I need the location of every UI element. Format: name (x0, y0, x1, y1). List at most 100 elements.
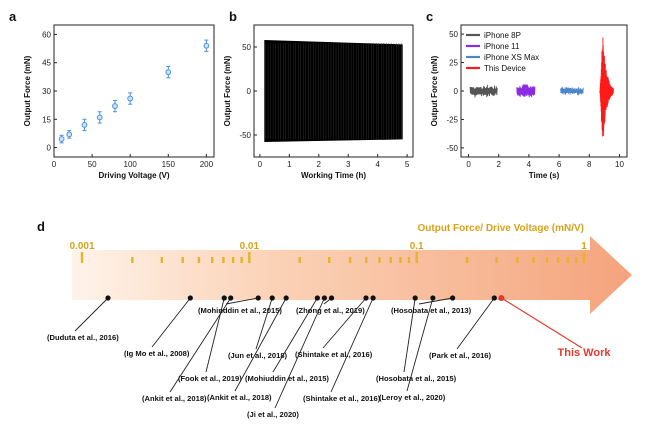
chart-d-minor-tick (327, 257, 331, 263)
chart-d-major-tick (80, 252, 84, 263)
chart-c-x-tick-label: 2 (497, 160, 502, 169)
chart-d: Output Force/ Drive Voltage (mN/V) 0.001 0… (47, 223, 611, 419)
chart-d-ref-label: (Zhong et al., 2019) (296, 306, 365, 315)
chart-d-minor-tick (556, 257, 560, 263)
chart-a-point (112, 103, 118, 109)
chart-a-x-tick-label: 50 (88, 160, 97, 169)
chart-b: 0 1 2 3 4 5 -50 0 50 Working Time (h) Output Force… (223, 24, 414, 180)
chart-c-legend-label: iPhone 8P (484, 31, 521, 40)
chart-d-major-tick (415, 252, 418, 263)
chart-a-point (96, 114, 103, 121)
chart-c: 0 2 4 6 8 10 -50 -25 0 25 50 Time (s) Output Force (… (430, 24, 628, 180)
chart-d-leader (418, 297, 453, 305)
chart-d-minor-tick (197, 257, 201, 263)
chart-b-x-tick-label: 3 (346, 160, 351, 169)
chart-a-point (81, 122, 88, 128)
chart-d-ref-label: (Ankit et al., 2018) (207, 393, 272, 402)
chart-c-y-tick-label: -50 (446, 144, 458, 153)
chart-d-point (491, 295, 497, 301)
chart-d-ref-label: (Hosobata et al., 2013) (391, 306, 472, 315)
chart-d-minor-tick (231, 257, 235, 263)
chart-b-x-tick-label: 0 (258, 160, 263, 169)
chart-d-point (314, 295, 320, 301)
chart-c-series-line (560, 86, 584, 96)
chart-d-minor-tick (495, 257, 498, 263)
chart-d-leader (169, 297, 232, 393)
chart-c-x-tick-label: 0 (466, 160, 471, 169)
chart-a-point (203, 42, 210, 49)
chart-a-point (127, 95, 134, 102)
chart-d-leader (456, 297, 495, 350)
chart-a-point (66, 131, 73, 138)
chart-a-y-tick-label: 45 (42, 59, 51, 68)
chart-d-leader (274, 297, 325, 409)
panel-label-a: a (9, 9, 17, 24)
chart-d-minor-tick (465, 257, 469, 263)
chart-c-x-tick-label: 6 (557, 160, 562, 169)
chart-d-highlight-label: This Work (558, 347, 612, 359)
chart-c-legend-label: This Device (484, 64, 526, 73)
chart-d-minor-tick (545, 257, 549, 263)
chart-d-leader (205, 297, 225, 373)
chart-d-ref-label: (Mohiuddin et al., 2015) (245, 374, 329, 383)
chart-d-minor-tick (532, 257, 535, 263)
chart-a-y-tick-label: 60 (42, 30, 51, 39)
chart-b-x-tick-label: 4 (375, 160, 380, 169)
chart-c-x-tick-label: 10 (615, 160, 624, 169)
chart-d-ref-label: (Hosobata et al., 2015) (376, 374, 457, 383)
chart-d-leader (403, 297, 416, 373)
chart-b-x-tick-label: 1 (287, 160, 292, 169)
chart-b-y-tick-label: 50 (242, 43, 251, 52)
chart-d-minor-tick (516, 257, 519, 263)
chart-d-leader (234, 297, 287, 392)
panel-label-d: d (37, 219, 45, 234)
panel-label-c: c (426, 9, 433, 24)
chart-d-minor-tick (222, 257, 225, 263)
chart-a-point (165, 69, 172, 76)
chart-c-y-tick-label: 25 (449, 59, 458, 68)
chart-b-y-axis-label: Output Force (mN) (223, 55, 232, 126)
chart-c-y-axis-label: Output Force (mN) (430, 55, 439, 126)
chart-d-minor-tick (365, 257, 368, 263)
chart-d-leader (225, 297, 259, 305)
chart-c-x-tick-label: 4 (527, 160, 532, 169)
chart-d-leader (406, 297, 434, 392)
chart-d-tick-label: 1 (581, 241, 587, 252)
chart-d-tick-label: 0.01 (240, 241, 260, 252)
chart-c-legend-label: iPhone XS Max (484, 53, 539, 62)
chart-d-point (450, 295, 456, 301)
chart-c-legend-label: iPhone 11 (484, 42, 520, 51)
chart-a-y-axis-label: Output Force (mN) (23, 55, 32, 126)
chart-b-y-tick-label: 0 (247, 87, 252, 96)
chart-d-point (363, 295, 369, 301)
chart-a-x-tick-label: 100 (124, 160, 138, 169)
chart-a-y-tick-label: 0 (47, 144, 52, 153)
chart-d-minor-tick (181, 257, 184, 263)
chart-d-highlight-point (498, 295, 505, 301)
chart-c-y-tick-label: 50 (449, 30, 458, 39)
chart-d-ref-label: (Ji et al., 2020) (247, 410, 299, 419)
timeline-arrow (72, 236, 632, 314)
chart-d-leader (322, 297, 367, 349)
chart-d-minor-tick (240, 257, 243, 263)
chart-d-point (269, 295, 275, 301)
chart-d-minor-tick (389, 257, 392, 263)
chart-d-leader (255, 297, 273, 350)
chart-c-series-line (599, 37, 614, 137)
chart-d-point (228, 295, 234, 301)
chart-b-x-tick-label: 5 (405, 160, 410, 169)
chart-d-ref-label: (Shintake et al., 2016) (295, 350, 373, 359)
chart-d-leader (330, 297, 374, 393)
chart-d-leader (272, 297, 318, 373)
chart-d-point (412, 295, 418, 301)
chart-d-minor-tick (566, 257, 569, 263)
chart-d-ref-label: (Shintake et al., 2016) (303, 394, 381, 403)
chart-d-minor-tick (399, 257, 402, 263)
chart-c-x-axis-label: Time (s) (529, 171, 560, 180)
chart-d-point (328, 295, 335, 301)
chart-c-y-tick-label: 0 (454, 87, 459, 96)
chart-d-major-tick (582, 252, 586, 263)
chart-a-x-tick-label: 0 (52, 160, 57, 169)
chart-d-minor-tick (348, 257, 352, 263)
